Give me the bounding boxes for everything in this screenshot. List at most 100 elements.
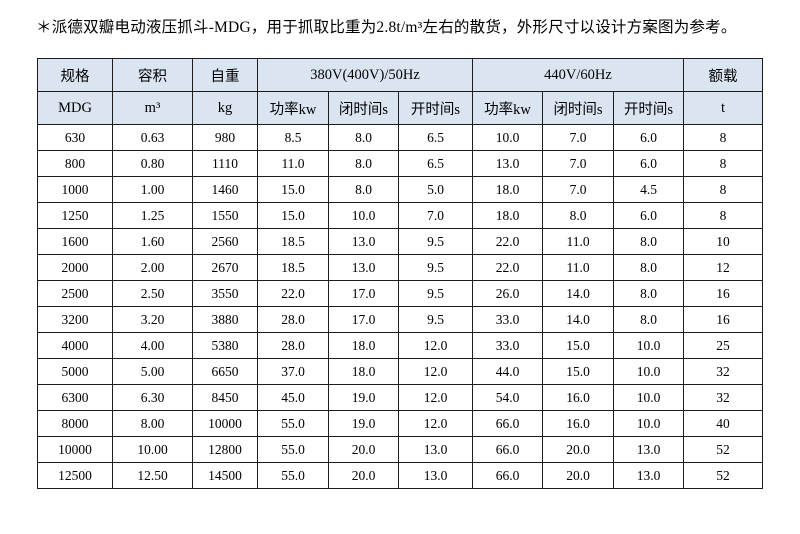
table-cell: 7.0 [542, 176, 615, 203]
header-group-cell: 380V(400V)/50Hz [256, 58, 474, 92]
table-cell: 5380 [192, 332, 258, 359]
table-cell: 16.0 [542, 410, 615, 437]
table-cell: 2670 [192, 254, 258, 281]
table-cell: 8 [683, 124, 764, 151]
table-cell: 12800 [192, 436, 258, 463]
table-cell: 13.0 [328, 254, 399, 281]
table-cell: 2.00 [112, 254, 193, 281]
header-group-cell: 容积 [112, 58, 193, 92]
header-unit-cell: m³ [112, 91, 193, 125]
table-cell: 14.0 [542, 280, 615, 307]
table-cell: 12.0 [397, 332, 474, 359]
header-unit-cell: 闭时间s [328, 91, 399, 125]
table-row: 5000 5.00 6650 37.0 18.0 12.0 44.0 15.0 10.0 32 [37, 358, 764, 385]
table-cell: 3.20 [112, 306, 193, 333]
table-row: 8000 8.00 10000 55.0 19.0 12.0 66.0 16.0 10.0 40 [37, 410, 764, 437]
table-cell: 12 [683, 254, 764, 281]
table-cell: 8.00 [112, 410, 193, 437]
table-cell: 6.30 [112, 384, 193, 411]
table-cell: 6300 [37, 384, 113, 411]
header-unit-cell: 功率kw [472, 91, 544, 125]
table-cell: 10.0 [472, 124, 544, 151]
table-cell: 55.0 [257, 436, 329, 463]
table-cell: 15.0 [542, 332, 615, 359]
table-cell: 52 [683, 436, 764, 463]
table-cell: 40 [683, 410, 764, 437]
table-cell: 66.0 [472, 436, 544, 463]
table-cell: 52 [683, 462, 764, 489]
table-cell: 13.0 [328, 228, 399, 255]
table-cell: 12.0 [397, 358, 474, 385]
table-cell: 2.50 [112, 280, 193, 307]
table-cell: 0.80 [112, 150, 193, 177]
table-cell: 8.0 [613, 306, 685, 333]
table-cell: 12.0 [397, 410, 474, 437]
table-cell: 8 [683, 150, 764, 177]
table-cell: 8450 [192, 384, 258, 411]
table-cell: 6.0 [613, 202, 685, 229]
header-unit-cell: 开时间s [397, 91, 474, 125]
spec-table: 规格 容积 自重 380V(400V)/50Hz 440V/60Hz 额载 MDG m³ kg… [37, 58, 764, 489]
table-cell: 5000 [37, 358, 113, 385]
table-cell: 1.00 [112, 176, 193, 203]
table-cell: 1250 [37, 202, 113, 229]
table-cell: 6.5 [397, 150, 474, 177]
table-cell: 25 [683, 332, 764, 359]
header-group-cell: 规格 [37, 58, 113, 92]
table-cell: 28.0 [257, 306, 329, 333]
table-cell: 10.0 [613, 410, 685, 437]
table-cell: 10.0 [328, 202, 399, 229]
table-cell: 18.0 [328, 332, 399, 359]
header-unit-cell: MDG [37, 91, 113, 125]
table-cell: 6650 [192, 358, 258, 385]
table-row: 1600 1.60 2560 18.5 13.0 9.5 22.0 11.0 8.0 10 [37, 228, 764, 255]
header-unit-cell: 开时间s [613, 91, 685, 125]
table-cell: 8000 [37, 410, 113, 437]
table-cell: 0.63 [112, 124, 193, 151]
header-group-cell: 自重 [192, 58, 258, 92]
table-cell: 8.5 [257, 124, 329, 151]
table-cell: 7.0 [542, 124, 615, 151]
table-row: 1000 1.00 1460 15.0 8.0 5.0 18.0 7.0 4.5 8 [37, 176, 764, 203]
table-cell: 14500 [192, 462, 258, 489]
table-cell: 8.0 [542, 202, 615, 229]
table-cell: 2560 [192, 228, 258, 255]
table-cell: 15.0 [257, 176, 329, 203]
table-cell: 13.0 [472, 150, 544, 177]
table-cell: 1.25 [112, 202, 193, 229]
table-cell: 8 [683, 176, 764, 203]
table-cell: 55.0 [257, 462, 329, 489]
table-cell: 55.0 [257, 410, 329, 437]
table-cell: 18.0 [472, 176, 544, 203]
table-cell: 10000 [192, 410, 258, 437]
table-cell: 11.0 [542, 228, 615, 255]
table-row: 630 0.63 980 8.5 8.0 6.5 10.0 7.0 6.0 8 [37, 124, 764, 151]
table-cell: 12.0 [397, 384, 474, 411]
header-group-cell: 额载 [683, 58, 764, 92]
table-cell: 1600 [37, 228, 113, 255]
table-cell: 3550 [192, 280, 258, 307]
table-cell: 18.5 [257, 228, 329, 255]
table-cell: 4000 [37, 332, 113, 359]
header-row-units: MDG m³ kg 功率kw 闭时间s 开时间s 功率kw 闭时间s 开时间s t [37, 91, 764, 125]
table-cell: 22.0 [257, 280, 329, 307]
header-row-groups: 规格 容积 自重 380V(400V)/50Hz 440V/60Hz 额载 [37, 58, 764, 92]
table-cell: 11.0 [542, 254, 615, 281]
table-cell: 800 [37, 150, 113, 177]
header-unit-cell: kg [192, 91, 258, 125]
table-cell: 9.5 [397, 306, 474, 333]
table-cell: 66.0 [472, 462, 544, 489]
table-cell: 6.5 [397, 124, 474, 151]
table-cell: 19.0 [328, 410, 399, 437]
table-cell: 8.0 [328, 176, 399, 203]
table-cell: 22.0 [472, 254, 544, 281]
table-cell: 7.0 [397, 202, 474, 229]
table-body: 630 0.63 980 8.5 8.0 6.5 10.0 7.0 6.0 8 800 0.80 111… [37, 124, 764, 489]
table-cell: 14.0 [542, 306, 615, 333]
table-cell: 9.5 [397, 280, 474, 307]
table-row: 1250 1.25 1550 15.0 10.0 7.0 18.0 8.0 6.0 8 [37, 202, 764, 229]
table-cell: 20.0 [328, 436, 399, 463]
table-cell: 1460 [192, 176, 258, 203]
table-cell: 28.0 [257, 332, 329, 359]
